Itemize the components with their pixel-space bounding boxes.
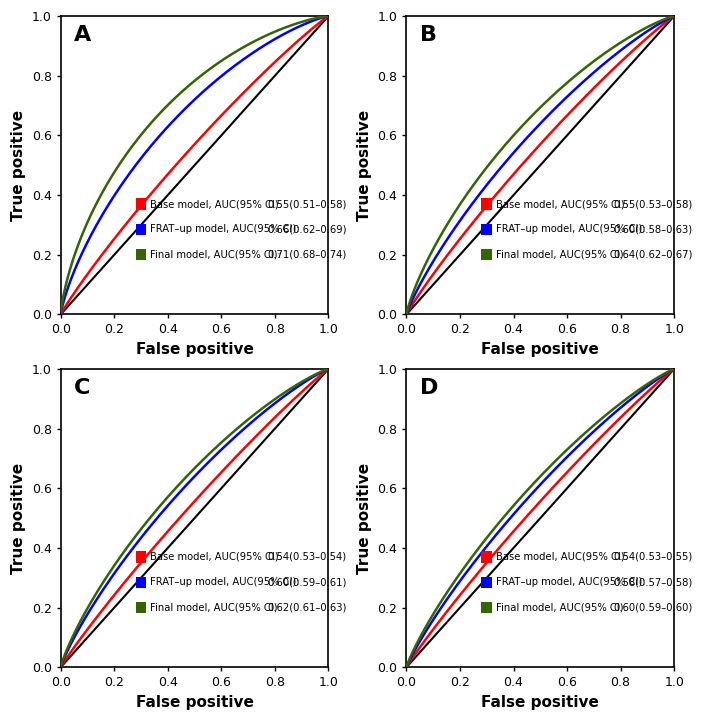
FancyBboxPatch shape <box>136 224 146 235</box>
Text: 0.66(0.62–0.69): 0.66(0.62–0.69) <box>268 224 347 234</box>
FancyBboxPatch shape <box>481 224 491 235</box>
Text: 0.62(0.61–0.63): 0.62(0.61–0.63) <box>268 603 347 613</box>
Text: 0.60(0.59–0.60): 0.60(0.59–0.60) <box>613 603 692 613</box>
Text: 0.58(0.57–0.58): 0.58(0.57–0.58) <box>613 578 692 588</box>
Text: FRAT–up model, AUC(95% CI):: FRAT–up model, AUC(95% CI): <box>150 224 299 234</box>
Text: 0.64(0.62–0.67): 0.64(0.62–0.67) <box>613 249 692 260</box>
Text: Base model, AUC(95% CI):: Base model, AUC(95% CI): <box>150 199 282 209</box>
X-axis label: False positive: False positive <box>481 695 599 710</box>
Text: Base model, AUC(95% CI):: Base model, AUC(95% CI): <box>496 552 627 562</box>
Text: 0.71(0.68–0.74): 0.71(0.68–0.74) <box>268 249 347 260</box>
FancyBboxPatch shape <box>136 577 146 588</box>
Text: Final model, AUC(95% CI):: Final model, AUC(95% CI): <box>496 603 627 613</box>
Text: 0.54(0.53–0.55): 0.54(0.53–0.55) <box>613 552 692 562</box>
Text: Base model, AUC(95% CI):: Base model, AUC(95% CI): <box>150 552 282 562</box>
X-axis label: False positive: False positive <box>136 342 253 357</box>
X-axis label: False positive: False positive <box>136 695 253 710</box>
FancyBboxPatch shape <box>481 249 491 260</box>
Text: Final model, AUC(95% CI):: Final model, AUC(95% CI): <box>150 249 280 260</box>
Text: 0.55(0.51–0.58): 0.55(0.51–0.58) <box>268 199 347 209</box>
FancyBboxPatch shape <box>136 249 146 260</box>
Text: 0.60(0.59–0.61): 0.60(0.59–0.61) <box>268 578 347 588</box>
Text: B: B <box>420 25 437 45</box>
Text: Final model, AUC(95% CI):: Final model, AUC(95% CI): <box>496 249 627 260</box>
X-axis label: False positive: False positive <box>481 342 599 357</box>
FancyBboxPatch shape <box>136 602 146 614</box>
Text: A: A <box>74 25 91 45</box>
Y-axis label: True positive: True positive <box>357 463 372 574</box>
Text: Base model, AUC(95% CI):: Base model, AUC(95% CI): <box>496 199 627 209</box>
Text: 0.60(0.58–0.63): 0.60(0.58–0.63) <box>613 224 692 234</box>
FancyBboxPatch shape <box>481 602 491 614</box>
FancyBboxPatch shape <box>481 198 491 210</box>
Y-axis label: True positive: True positive <box>11 463 26 574</box>
Text: 0.55(0.53–0.58): 0.55(0.53–0.58) <box>613 199 692 209</box>
FancyBboxPatch shape <box>136 552 146 562</box>
Text: C: C <box>74 378 91 398</box>
Y-axis label: True positive: True positive <box>357 110 372 221</box>
Text: FRAT–up model, AUC(95% CI):: FRAT–up model, AUC(95% CI): <box>496 224 645 234</box>
FancyBboxPatch shape <box>481 552 491 562</box>
FancyBboxPatch shape <box>136 198 146 210</box>
Text: D: D <box>420 378 438 398</box>
Text: FRAT–up model, AUC(95% CI):: FRAT–up model, AUC(95% CI): <box>150 578 299 588</box>
Text: 0.54(0.53–0.54): 0.54(0.53–0.54) <box>268 552 347 562</box>
Y-axis label: True positive: True positive <box>11 110 26 221</box>
FancyBboxPatch shape <box>481 577 491 588</box>
Text: Final model, AUC(95% CI):: Final model, AUC(95% CI): <box>150 603 280 613</box>
Text: FRAT–up model, AUC(95% CI):: FRAT–up model, AUC(95% CI): <box>496 578 645 588</box>
